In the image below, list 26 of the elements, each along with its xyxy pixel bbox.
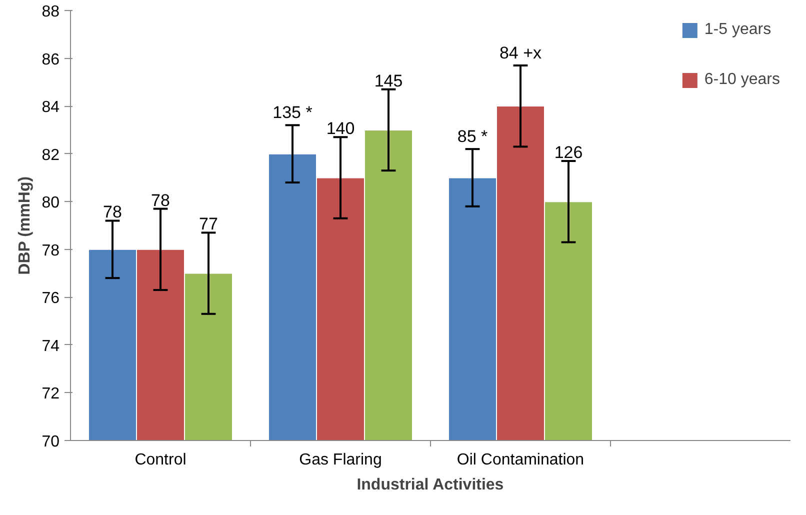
x-axis-title: Industrial Activities: [356, 476, 504, 494]
annotation: 85 *: [457, 127, 488, 146]
y-tick-label: 84: [42, 99, 60, 116]
annotation: 78: [151, 190, 170, 210]
y-tick-label: 74: [42, 338, 60, 355]
y-tick-label: 80: [42, 194, 60, 212]
legend-label: 6-10 years: [704, 71, 780, 89]
legend-label: 1-5 years: [704, 21, 772, 39]
y-tick-label: 76: [42, 290, 60, 308]
y-axis-title: DBP (mmHg): [16, 176, 34, 275]
annotation: 77: [199, 214, 218, 234]
annotation: 135 *: [272, 103, 313, 122]
annotation: 145: [374, 71, 403, 90]
y-tick-label: 86: [42, 51, 60, 68]
annotation: 126: [554, 143, 583, 162]
y-tick-label: 70: [42, 434, 60, 450]
annotation: 78: [103, 202, 122, 222]
x-tick-label: Control: [134, 452, 186, 468]
y-tick-label: 72: [42, 386, 60, 403]
y-tick-label: 82: [42, 146, 60, 164]
x-tick-label: Gas Flaring: [299, 452, 382, 468]
annotation: 140: [326, 119, 355, 138]
x-tick-label: Oil Contamination: [456, 452, 584, 468]
y-tick-label: 78: [42, 242, 60, 260]
annotation: 84 +x: [499, 43, 542, 62]
y-tick-label: 88: [42, 4, 60, 20]
